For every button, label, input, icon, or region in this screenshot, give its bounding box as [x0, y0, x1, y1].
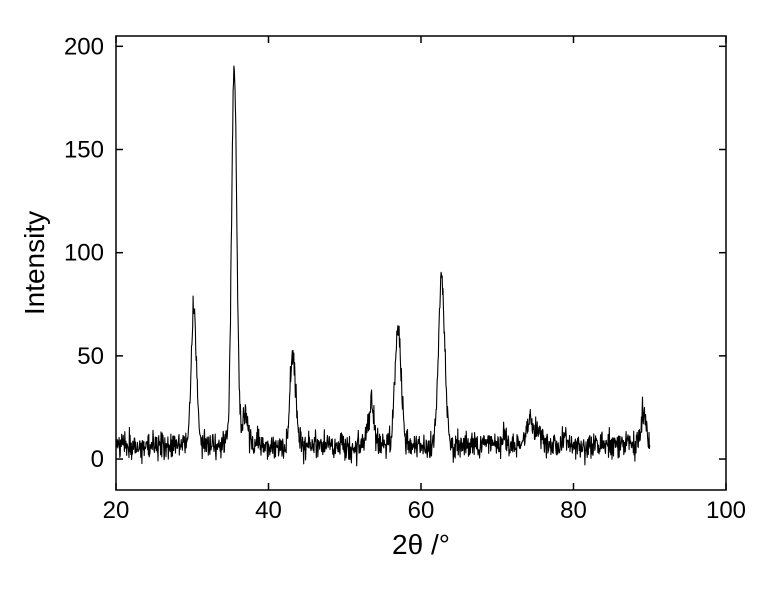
chart-svg: 20 40 60 80 100 0 50 100 150 200 2θ /° Intensity: [0, 0, 782, 590]
x-tick-label: 20: [103, 497, 130, 524]
x-tick-label: 100: [706, 497, 746, 524]
y-tick-label: 200: [64, 33, 104, 60]
y-tick-label: 0: [91, 446, 104, 473]
y-axis-label: Intensity: [19, 211, 50, 315]
y-tick-label: 50: [77, 343, 104, 370]
x-tick-label: 40: [255, 497, 282, 524]
x-axis-label: 2θ /°: [392, 529, 450, 560]
plot-frame: [116, 36, 726, 490]
x-tick-label: 80: [560, 497, 587, 524]
xrd-chart: 20 40 60 80 100 0 50 100 150 200 2θ /° Intensity: [0, 0, 782, 590]
y-tick-label: 150: [64, 137, 104, 164]
x-tick-label: 60: [408, 497, 435, 524]
y-axis-ticks: 0 50 100 150 200: [64, 33, 726, 473]
y-tick-label: 100: [64, 240, 104, 267]
xrd-trace: [116, 66, 650, 466]
